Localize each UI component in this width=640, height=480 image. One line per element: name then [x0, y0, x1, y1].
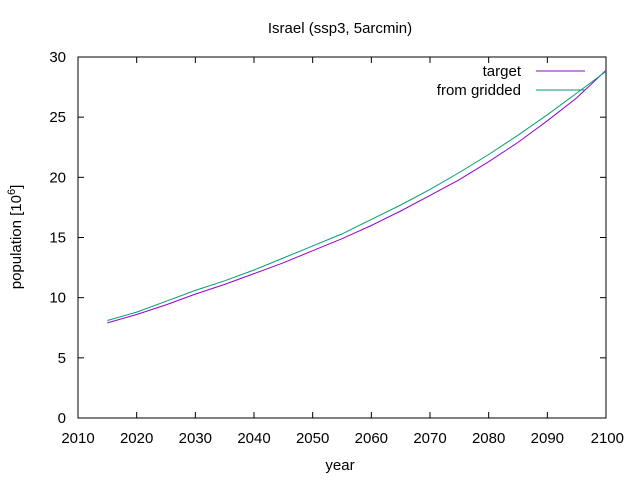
legend-label-target: target — [483, 63, 522, 80]
x-tick-label: 2060 — [355, 430, 388, 447]
y-tick-label: 0 — [58, 410, 66, 427]
x-axis: 2010 2020 2030 2040 2050 2060 2070 2080 2090 2100 — [61, 57, 624, 447]
series-lines — [107, 69, 607, 324]
y-axis-label-text: population [10 — [8, 195, 25, 289]
series-line-from-gridded — [107, 70, 607, 321]
y-tick-label: 30 — [49, 49, 66, 66]
legend-label-from-gridded: from gridded — [437, 82, 521, 99]
x-tick-label: 2020 — [120, 430, 153, 447]
x-tick-label: 2030 — [179, 430, 212, 447]
x-tick-label: 2040 — [237, 430, 270, 447]
x-tick-label: 2080 — [472, 430, 505, 447]
series-line-target — [107, 69, 607, 324]
y-tick-label: 15 — [49, 230, 66, 247]
legend: target from gridded — [437, 63, 585, 99]
y-tick-label: 5 — [58, 350, 66, 367]
plot-frame — [77, 56, 607, 419]
x-tick-label: 2010 — [61, 430, 94, 447]
x-tick-label: 2070 — [413, 430, 446, 447]
x-tick-label: 2090 — [531, 430, 564, 447]
x-tick-label: 2100 — [591, 430, 624, 447]
y-tick-label: 20 — [49, 169, 66, 186]
y-tick-label: 10 — [49, 290, 66, 307]
x-axis-label: year — [325, 457, 354, 474]
x-tick-label: 2050 — [296, 430, 329, 447]
y-axis: 0 5 10 15 20 25 30 — [49, 49, 606, 427]
chart-title: Israel (ssp3, 5arcmin) — [268, 20, 412, 37]
y-axis-label-exponent: 6 — [6, 189, 18, 195]
y-tick-label: 25 — [49, 109, 66, 126]
y-axis-label: population [106] — [6, 185, 25, 290]
y-axis-label-close: ] — [8, 185, 25, 189]
